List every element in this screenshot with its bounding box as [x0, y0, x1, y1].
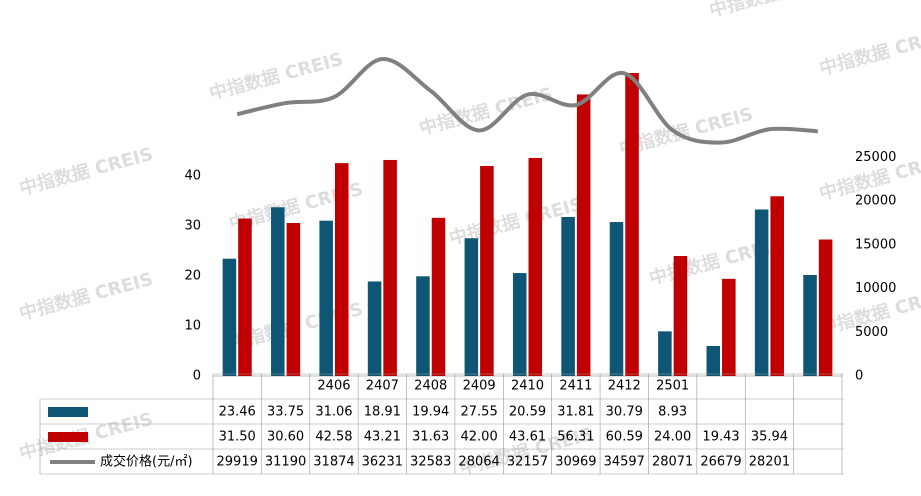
table-cell: 31.50 — [219, 430, 256, 445]
y-tick-label: 30 — [184, 219, 201, 234]
x-tick-label: 2410 — [511, 379, 544, 394]
watermark: 中指数据 CREIS — [207, 48, 345, 105]
table-cell: 31.06 — [315, 405, 352, 420]
x-tick-label: 2407 — [366, 379, 399, 394]
bar — [334, 163, 349, 376]
y2-tick-label: 20000 — [855, 194, 896, 209]
y-tick-label: 20 — [184, 269, 201, 284]
bar — [528, 157, 543, 376]
bar — [561, 216, 575, 376]
table-cell: 31190 — [265, 455, 306, 470]
bar — [512, 273, 527, 376]
bar — [383, 159, 397, 376]
table-cell: 30969 — [555, 455, 596, 470]
watermark: 中指数据 CREIS — [707, 0, 845, 22]
bar — [706, 346, 721, 376]
watermark: 中指数据 CREIS — [17, 143, 155, 200]
bar — [658, 331, 672, 376]
bar — [576, 94, 591, 376]
table-cell: 28064 — [458, 455, 499, 470]
table-cell: 27.55 — [461, 405, 498, 420]
bar — [271, 207, 285, 376]
bar — [286, 223, 301, 376]
table-cell: 30.60 — [267, 430, 304, 445]
table-cell: 32157 — [507, 455, 548, 470]
table-cell: 23.46 — [219, 405, 256, 420]
legend-swatch — [48, 432, 88, 442]
table-cell: 56.31 — [557, 430, 594, 445]
table-cell: 43.61 — [509, 430, 546, 445]
bar — [238, 218, 252, 376]
table-cell: 30.79 — [606, 405, 643, 420]
y2-tick-label: 5000 — [855, 325, 888, 340]
y-tick-label: 40 — [184, 169, 201, 184]
table-cell: 18.91 — [364, 405, 401, 420]
table-cell: 31.63 — [412, 430, 449, 445]
bar — [818, 239, 833, 376]
x-tick-label: 2501 — [656, 379, 689, 394]
y-tick-label: 0 — [193, 369, 201, 384]
legend-label: 成交价格(元/㎡) — [100, 454, 193, 470]
watermark: 中指数据 CREIS — [817, 23, 921, 80]
watermark: 中指数据 CREIS — [17, 268, 155, 325]
x-tick-label: 2409 — [463, 379, 496, 394]
y2-tick-label: 15000 — [855, 237, 896, 252]
bar — [319, 220, 333, 376]
table-cell: 31.81 — [557, 405, 594, 420]
table-cell: 60.59 — [606, 430, 643, 445]
table-cell: 29919 — [217, 455, 258, 470]
table-cell: 8.93 — [658, 405, 687, 420]
table-cell: 36231 — [362, 455, 403, 470]
table-cell: 31874 — [313, 455, 354, 470]
bar — [722, 278, 736, 376]
bar — [673, 256, 688, 376]
y-tick-label: 10 — [184, 319, 201, 334]
table-cell: 24.00 — [654, 430, 691, 445]
watermark: 中指数据 CREIS — [417, 83, 555, 140]
table-cell: 34597 — [604, 455, 645, 470]
bar — [222, 258, 237, 376]
table-cell: 19.43 — [702, 430, 739, 445]
x-tick-label: 2408 — [414, 379, 447, 394]
bar — [803, 275, 817, 376]
table-cell: 43.21 — [364, 430, 401, 445]
x-tick-label: 2412 — [608, 379, 641, 394]
bar — [754, 209, 769, 376]
table-cell: 28201 — [749, 455, 790, 470]
y2-tick-label: 25000 — [855, 150, 896, 165]
bar — [367, 281, 382, 376]
y2-tick-label: 0 — [855, 369, 863, 384]
x-tick-label: 2411 — [559, 379, 592, 394]
bar — [431, 217, 446, 376]
table-cell: 26679 — [700, 455, 741, 470]
table-cell: 42.00 — [461, 430, 498, 445]
legend-swatch — [48, 407, 88, 417]
x-tick-label: 2406 — [317, 379, 350, 394]
table-cell: 35.94 — [751, 430, 788, 445]
line — [236, 56, 818, 145]
bar — [770, 196, 784, 376]
bar — [625, 73, 639, 377]
y2-tick-label: 10000 — [855, 281, 896, 296]
bar — [464, 238, 479, 376]
bar — [609, 222, 624, 376]
table-cell: 19.94 — [412, 405, 449, 420]
table-cell: 32583 — [410, 455, 451, 470]
bar — [480, 166, 494, 376]
table-cell: 20.59 — [509, 405, 546, 420]
table-cell: 42.58 — [315, 430, 352, 445]
table-cell: 33.75 — [267, 405, 304, 420]
table-cell: 28071 — [652, 455, 693, 470]
bar — [416, 276, 430, 376]
